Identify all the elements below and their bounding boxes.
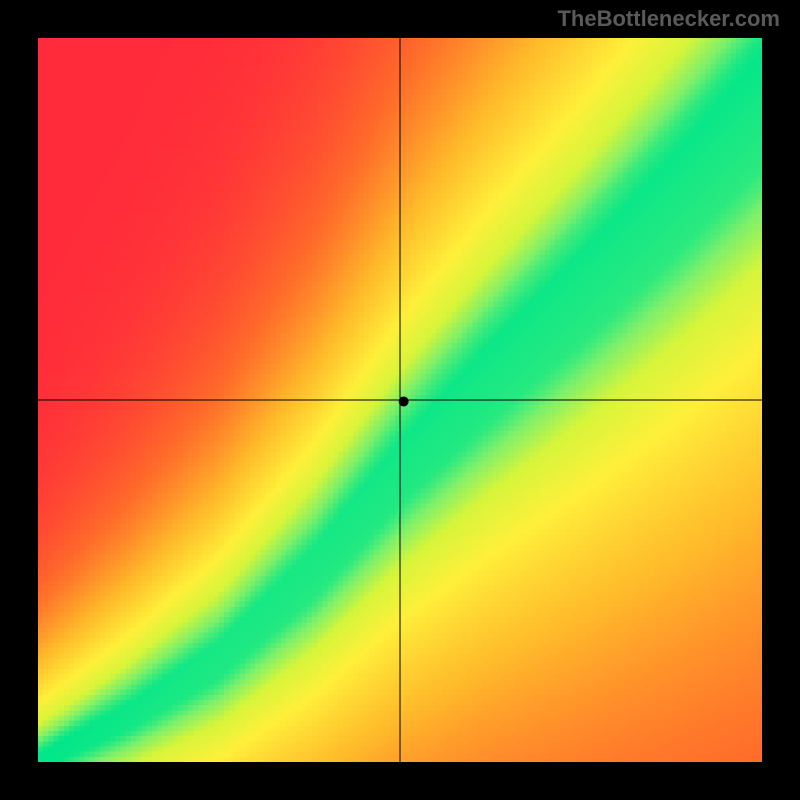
plot-area bbox=[38, 38, 762, 762]
chart-container: { "watermark": { "text": "TheBottlenecke… bbox=[0, 0, 800, 800]
heatmap-canvas bbox=[38, 38, 762, 762]
watermark-text: TheBottlenecker.com bbox=[557, 6, 780, 32]
